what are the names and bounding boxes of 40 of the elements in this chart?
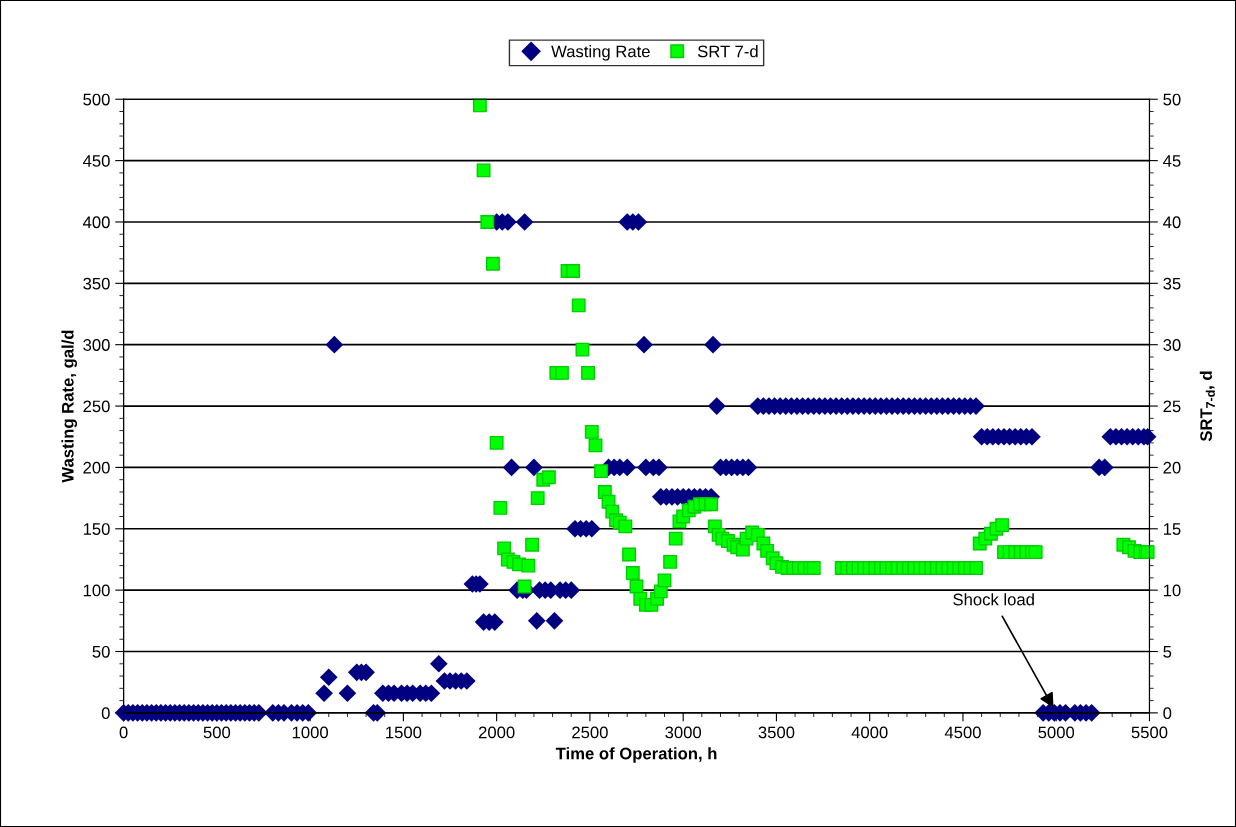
legend-label: Wasting Rate — [551, 45, 650, 61]
x-tick-label: 3500 — [758, 726, 795, 739]
y2-tick-label: 10 — [1163, 584, 1181, 597]
y-tick-label: 300 — [83, 339, 110, 351]
y2-tick-label: 30 — [1163, 339, 1181, 351]
x-tick-label: 1000 — [292, 726, 329, 739]
y-tick-label: 500 — [83, 93, 110, 106]
y-tick-label: 350 — [83, 277, 110, 290]
y2-tick-label: 40 — [1163, 216, 1181, 229]
y2-axis-title: SRT7-d, d — [1199, 371, 1215, 442]
x-tick-label: 5000 — [1038, 726, 1075, 739]
y-axis-title: Wasting Rate, gal/d — [61, 330, 78, 483]
y-tick-label: 50 — [92, 645, 110, 658]
y-tick-label: 250 — [83, 400, 110, 413]
y2-tick-label: 0 — [1163, 707, 1172, 720]
legend-label: SRT 7-d — [697, 45, 758, 58]
x-tick-label: 1500 — [386, 726, 422, 739]
y2-tick-label: 45 — [1163, 155, 1181, 167]
y-tick-label: 400 — [82, 216, 110, 229]
x-tick-label: 2000 — [478, 726, 515, 739]
x-tick-label: 500 — [203, 726, 231, 739]
x-tick-label: 5500 — [1131, 726, 1168, 739]
y2-tick-label: 25 — [1163, 400, 1181, 413]
y-tick-label: 150 — [83, 523, 110, 535]
x-tick-label: 0 — [119, 726, 128, 739]
y2-tick-label: 5 — [1163, 646, 1172, 658]
x-axis-title: Time of Operation, h — [555, 747, 717, 763]
y-tick-label: 0 — [101, 707, 110, 720]
y-tick-label: 450 — [82, 155, 110, 167]
x-tick-label: 2500 — [572, 726, 608, 739]
annotation: Shock load — [953, 593, 1034, 606]
y2-tick-label: 15 — [1163, 523, 1181, 535]
x-tick-label: 4000 — [851, 726, 888, 739]
y2-tick-label: 20 — [1163, 461, 1181, 474]
y-tick-label: 200 — [83, 461, 110, 474]
x-tick-label: 4500 — [944, 726, 981, 739]
y2-tick-label: 50 — [1163, 93, 1181, 106]
y-tick-label: 100 — [83, 584, 110, 597]
x-tick-label: 3000 — [665, 726, 702, 739]
y2-tick-label: 35 — [1163, 277, 1181, 290]
